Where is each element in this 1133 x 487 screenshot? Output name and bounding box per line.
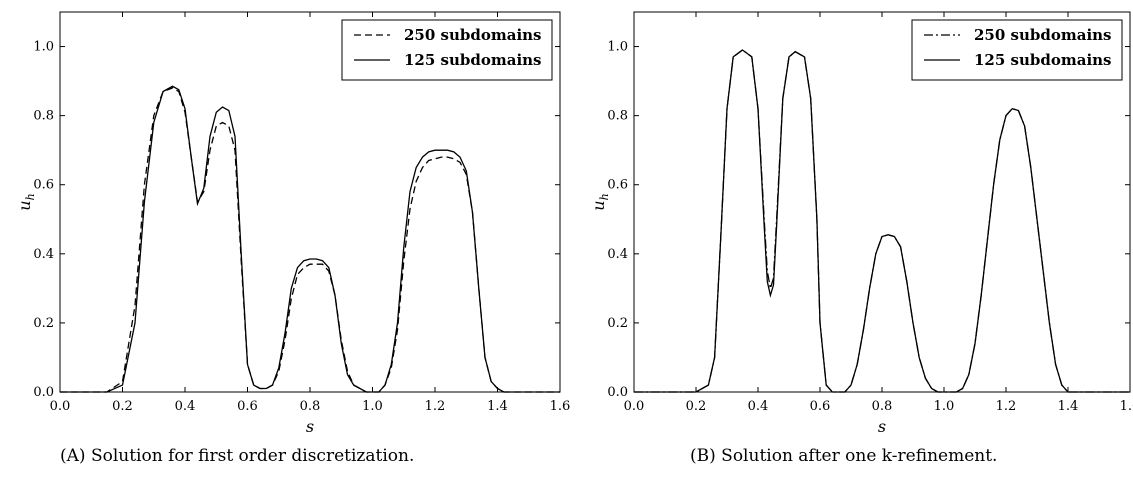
- x-tick-label: 0.8: [872, 399, 893, 414]
- legend-box: [911, 19, 1123, 81]
- caption-a-label: (A): [60, 446, 86, 466]
- x-axis-label: s: [878, 417, 886, 436]
- x-tick-label: 1.0: [362, 399, 383, 414]
- caption-b-text: Solution after one k-refinement.: [721, 446, 998, 466]
- legend-label: 250 subdomains: [974, 26, 1112, 44]
- legend-label: 125 subdomains: [404, 51, 542, 69]
- x-tick-label: 1.4: [487, 399, 508, 414]
- x-tick-label: 1.2: [425, 399, 446, 414]
- x-tick-label: 0.0: [50, 399, 71, 414]
- y-tick-label: 0.2: [607, 316, 628, 331]
- x-tick-label: 1.4: [1058, 399, 1079, 414]
- x-tick-label: 0.4: [175, 399, 196, 414]
- legend-label: 125 subdomains: [974, 51, 1112, 69]
- y-tick-label: 0.4: [33, 247, 54, 262]
- series-line-0: [634, 49, 1130, 393]
- x-tick-label: 1.6: [1120, 399, 1133, 414]
- series-line-1: [634, 49, 1130, 393]
- y-tick-label: 0.4: [607, 247, 628, 262]
- series-line-1: [60, 85, 560, 393]
- x-tick-label: 1.6: [550, 399, 571, 414]
- x-tick-label: 0.6: [810, 399, 831, 414]
- legend-label: 250 subdomains: [404, 26, 542, 44]
- series-line-0: [60, 87, 560, 393]
- x-axis-label: s: [306, 417, 314, 436]
- panel-b-chart: 0.0 0.2 0.4 0.6 0.8 1.0 1.2 1.4 1.6 0.0 0.2 0.4 0.6 0…: [589, 11, 1133, 436]
- y-tick-label: 1.0: [607, 40, 628, 55]
- panel-a-chart: 0.0 0.2 0.4 0.6 0.8 1.0 1.2 1.4 1.6 0.0 0.2 0.4 0.6 0…: [15, 11, 571, 436]
- caption-b-label: (B): [690, 446, 716, 466]
- caption-a-text: Solution for first order discretization.: [90, 446, 415, 466]
- x-tick-label: 0.2: [686, 399, 707, 414]
- y-tick-label: 0.2: [33, 316, 54, 331]
- y-tick-label: 0.8: [607, 109, 628, 124]
- y-tick-label: 0.8: [33, 109, 54, 124]
- y-tick-label: 0.6: [33, 178, 54, 193]
- x-tick-label: 0.8: [300, 399, 321, 414]
- y-axis-label: uh: [15, 193, 37, 210]
- x-tick-label: 0.2: [112, 399, 133, 414]
- y-tick-label: 1.0: [33, 40, 54, 55]
- y-tick-label: 0.6: [607, 178, 628, 193]
- caption-b: (B) Solution after one k-refinement.: [690, 446, 997, 466]
- y-tick-label: 0.0: [33, 385, 54, 400]
- y-axis-label: uh: [589, 193, 611, 210]
- x-tick-label: 0.4: [748, 399, 769, 414]
- x-tick-label: 1.2: [996, 399, 1017, 414]
- x-tick-label: 0.6: [237, 399, 258, 414]
- legend-box: [341, 19, 553, 81]
- caption-a: (A) Solution for first order discretizat…: [60, 446, 414, 466]
- x-tick-label: 0.0: [624, 399, 645, 414]
- y-tick-label: 0.0: [607, 385, 628, 400]
- x-tick-label: 1.0: [934, 399, 955, 414]
